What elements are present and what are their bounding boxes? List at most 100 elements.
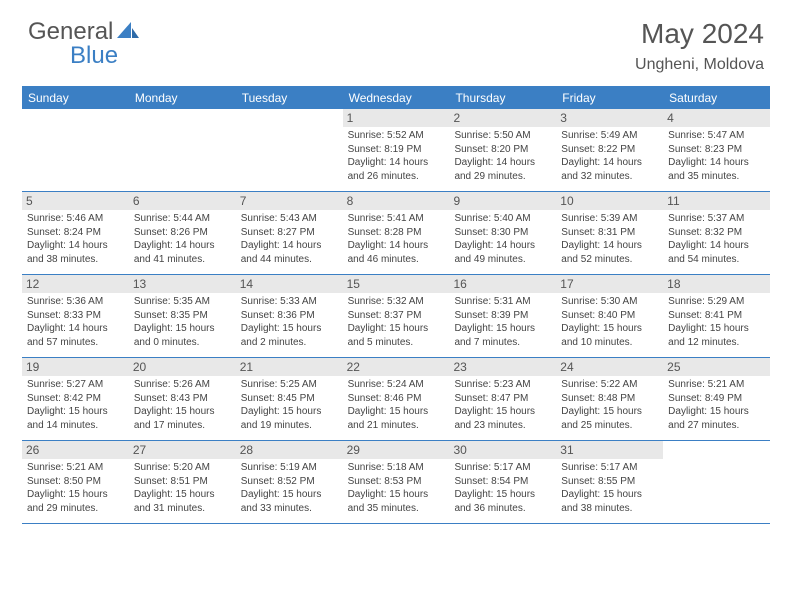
day-cell: 28Sunrise: 5:19 AMSunset: 8:52 PMDayligh… — [236, 441, 343, 523]
sunset-text: Sunset: 8:41 PM — [668, 309, 765, 323]
sunset-text: Sunset: 8:37 PM — [348, 309, 445, 323]
sunrise-text: Sunrise: 5:50 AM — [454, 129, 551, 143]
day-number: 8 — [343, 192, 450, 210]
sunset-text: Sunset: 8:30 PM — [454, 226, 551, 240]
logo-sail-icon — [117, 20, 139, 45]
sunrise-text: Sunrise: 5:18 AM — [348, 461, 445, 475]
daylight-text: Daylight: 15 hours and 17 minutes. — [134, 405, 231, 432]
sunset-text: Sunset: 8:54 PM — [454, 475, 551, 489]
daylight-text: Daylight: 14 hours and 35 minutes. — [668, 156, 765, 183]
sunrise-text: Sunrise: 5:43 AM — [241, 212, 338, 226]
day-cell: 22Sunrise: 5:24 AMSunset: 8:46 PMDayligh… — [343, 358, 450, 440]
daylight-text: Daylight: 14 hours and 46 minutes. — [348, 239, 445, 266]
day-number: 1 — [343, 109, 450, 127]
day-number: 3 — [556, 109, 663, 127]
sunrise-text: Sunrise: 5:20 AM — [134, 461, 231, 475]
logo-text-blue: Blue — [70, 42, 118, 70]
day-number: 17 — [556, 275, 663, 293]
day-number: 28 — [236, 441, 343, 459]
sunset-text: Sunset: 8:40 PM — [561, 309, 658, 323]
sunset-text: Sunset: 8:47 PM — [454, 392, 551, 406]
day-number: 16 — [449, 275, 556, 293]
sunrise-text: Sunrise: 5:22 AM — [561, 378, 658, 392]
daylight-text: Daylight: 14 hours and 44 minutes. — [241, 239, 338, 266]
day-header: Tuesday — [236, 87, 343, 109]
page-header: General Blue May 2024 Ungheni, Moldova — [0, 0, 792, 82]
day-cell: 25Sunrise: 5:21 AMSunset: 8:49 PMDayligh… — [663, 358, 770, 440]
sunrise-text: Sunrise: 5:37 AM — [668, 212, 765, 226]
sunrise-text: Sunrise: 5:35 AM — [134, 295, 231, 309]
logo: General Blue — [28, 18, 141, 46]
sunset-text: Sunset: 8:53 PM — [348, 475, 445, 489]
day-header: Sunday — [22, 87, 129, 109]
day-cell: 29Sunrise: 5:18 AMSunset: 8:53 PMDayligh… — [343, 441, 450, 523]
sunrise-text: Sunrise: 5:19 AM — [241, 461, 338, 475]
daylight-text: Daylight: 14 hours and 26 minutes. — [348, 156, 445, 183]
day-number: 19 — [22, 358, 129, 376]
day-cell: 31Sunrise: 5:17 AMSunset: 8:55 PMDayligh… — [556, 441, 663, 523]
day-cell — [22, 109, 129, 191]
sunrise-text: Sunrise: 5:31 AM — [454, 295, 551, 309]
daylight-text: Daylight: 15 hours and 29 minutes. — [27, 488, 124, 515]
day-cell: 4Sunrise: 5:47 AMSunset: 8:23 PMDaylight… — [663, 109, 770, 191]
sunrise-text: Sunrise: 5:26 AM — [134, 378, 231, 392]
location-label: Ungheni, Moldova — [635, 56, 764, 74]
day-number: 4 — [663, 109, 770, 127]
sunrise-text: Sunrise: 5:40 AM — [454, 212, 551, 226]
sunrise-text: Sunrise: 5:23 AM — [454, 378, 551, 392]
sunset-text: Sunset: 8:36 PM — [241, 309, 338, 323]
sunset-text: Sunset: 8:43 PM — [134, 392, 231, 406]
day-number: 15 — [343, 275, 450, 293]
day-number: 13 — [129, 275, 236, 293]
sunrise-text: Sunrise: 5:36 AM — [27, 295, 124, 309]
sunrise-text: Sunrise: 5:21 AM — [668, 378, 765, 392]
sunset-text: Sunset: 8:45 PM — [241, 392, 338, 406]
month-title: May 2024 — [635, 18, 764, 50]
sunset-text: Sunset: 8:23 PM — [668, 143, 765, 157]
daylight-text: Daylight: 15 hours and 10 minutes. — [561, 322, 658, 349]
daylight-text: Daylight: 15 hours and 12 minutes. — [668, 322, 765, 349]
sunrise-text: Sunrise: 5:32 AM — [348, 295, 445, 309]
day-cell: 13 Sunrise: 5:35 AMSunset: 8:35 PMDayligh… — [129, 275, 236, 357]
day-header: Thursday — [449, 87, 556, 109]
day-cell: 30Sunrise: 5:17 AMSunset: 8:54 PMDayligh… — [449, 441, 556, 523]
day-cell: 15Sunrise: 5:32 AMSunset: 8:37 PMDayligh… — [343, 275, 450, 357]
sunset-text: Sunset: 8:35 PM — [134, 309, 231, 323]
day-number: 20 — [129, 358, 236, 376]
daylight-text: Daylight: 15 hours and 0 minutes. — [134, 322, 231, 349]
sunset-text: Sunset: 8:50 PM — [27, 475, 124, 489]
sunset-text: Sunset: 8:26 PM — [134, 226, 231, 240]
day-cell: 14Sunrise: 5:33 AMSunset: 8:36 PMDayligh… — [236, 275, 343, 357]
sunset-text: Sunset: 8:46 PM — [348, 392, 445, 406]
sunrise-text: Sunrise: 5:39 AM — [561, 212, 658, 226]
day-cell — [236, 109, 343, 191]
day-cell: 27Sunrise: 5:20 AMSunset: 8:51 PMDayligh… — [129, 441, 236, 523]
daylight-text: Daylight: 15 hours and 36 minutes. — [454, 488, 551, 515]
sunset-text: Sunset: 8:51 PM — [134, 475, 231, 489]
day-header: Wednesday — [343, 87, 450, 109]
sunrise-text: Sunrise: 5:46 AM — [27, 212, 124, 226]
sunset-text: Sunset: 8:22 PM — [561, 143, 658, 157]
day-number: 31 — [556, 441, 663, 459]
day-cell: 3Sunrise: 5:49 AMSunset: 8:22 PMDaylight… — [556, 109, 663, 191]
day-number: 7 — [236, 192, 343, 210]
day-cell: 1Sunrise: 5:52 AMSunset: 8:19 PMDaylight… — [343, 109, 450, 191]
day-number: 21 — [236, 358, 343, 376]
day-number: 10 — [556, 192, 663, 210]
day-cell: 11Sunrise: 5:37 AMSunset: 8:32 PMDayligh… — [663, 192, 770, 274]
daylight-text: Daylight: 15 hours and 2 minutes. — [241, 322, 338, 349]
sunrise-text: Sunrise: 5:44 AM — [134, 212, 231, 226]
sunset-text: Sunset: 8:20 PM — [454, 143, 551, 157]
day-number: 2 — [449, 109, 556, 127]
daylight-text: Daylight: 14 hours and 41 minutes. — [134, 239, 231, 266]
daylight-text: Daylight: 15 hours and 25 minutes. — [561, 405, 658, 432]
sunrise-text: Sunrise: 5:52 AM — [348, 129, 445, 143]
sunrise-text: Sunrise: 5:27 AM — [27, 378, 124, 392]
sunset-text: Sunset: 8:27 PM — [241, 226, 338, 240]
week-row: 19Sunrise: 5:27 AMSunset: 8:42 PMDayligh… — [22, 358, 770, 441]
daylight-text: Daylight: 14 hours and 57 minutes. — [27, 322, 124, 349]
day-cell: 10Sunrise: 5:39 AMSunset: 8:31 PMDayligh… — [556, 192, 663, 274]
daylight-text: Daylight: 14 hours and 32 minutes. — [561, 156, 658, 183]
daylight-text: Daylight: 15 hours and 19 minutes. — [241, 405, 338, 432]
day-cell — [129, 109, 236, 191]
